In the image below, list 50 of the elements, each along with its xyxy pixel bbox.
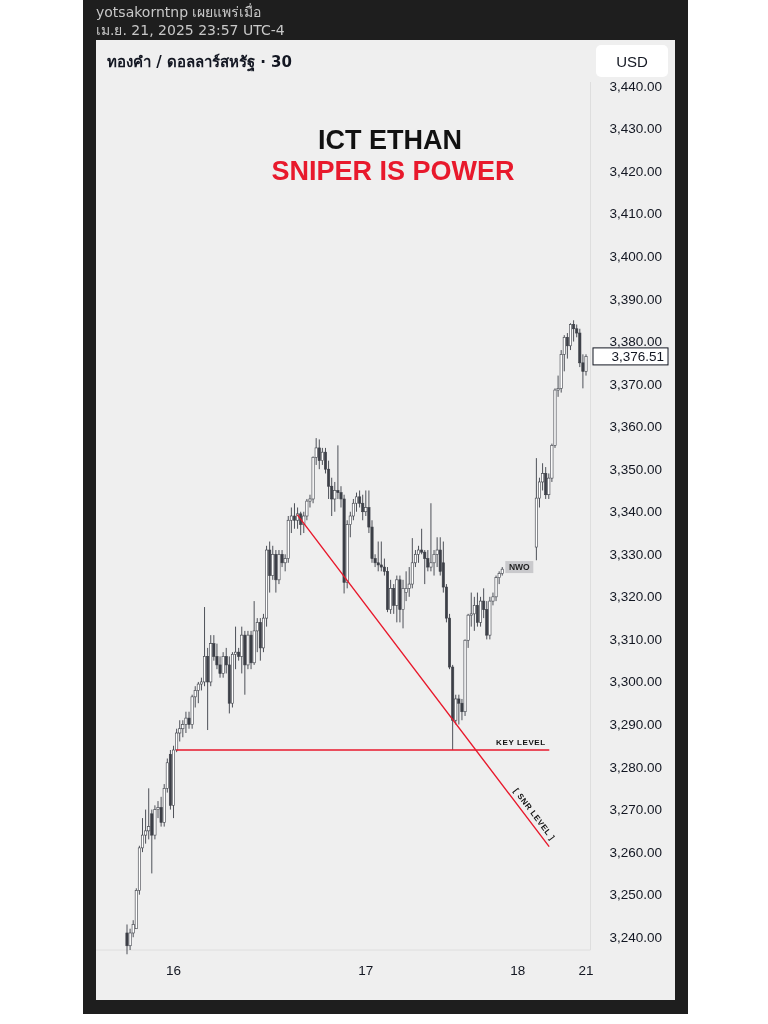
y-tick-label: 3,260.00	[609, 844, 662, 860]
candlestick	[472, 596, 476, 632]
y-tick-label: 3,330.00	[609, 546, 662, 562]
y-tick-label: 3,410.00	[609, 206, 662, 222]
annotation: NWO	[508, 562, 531, 573]
series-label: KEY LEVEL	[496, 738, 546, 748]
candlestick	[271, 545, 275, 581]
y-tick-label: 3,300.00	[609, 674, 662, 690]
y-tick-label: 3,440.00	[609, 78, 662, 94]
candlestick	[392, 583, 396, 615]
y-tick-label: 3,280.00	[609, 759, 662, 775]
candlestick	[429, 502, 433, 572]
y-tick-label: 3,250.00	[609, 887, 662, 903]
y-axis-title: USD	[616, 52, 648, 70]
y-tick-label: 3,380.00	[609, 334, 662, 350]
y-tick-label: 3,400.00	[609, 248, 662, 264]
y-tick-label: 3,270.00	[609, 802, 662, 818]
text: 3,376.51	[611, 348, 664, 364]
candlestick	[196, 681, 200, 704]
candlestick	[221, 651, 225, 679]
candlestick	[147, 787, 151, 840]
text: yotsakorntnp เผยแพร่เมื่อ	[96, 3, 262, 20]
candlestick	[361, 494, 365, 521]
x-tick-label: 18	[510, 962, 526, 978]
x-tick-label: 17	[358, 962, 374, 978]
y-tick-label: 3,350.00	[609, 461, 662, 477]
x-tick-label: 16	[166, 962, 182, 978]
y-tick-label: 3,430.00	[609, 121, 662, 137]
x-tick-label: 21	[578, 962, 594, 978]
text: ICT ETHAN	[318, 125, 462, 155]
candlestick	[376, 541, 380, 572]
candlestick	[457, 694, 461, 725]
candlestick	[476, 592, 479, 628]
y-tick-label: 3,370.00	[609, 376, 662, 392]
y-tick-label: 3,360.00	[609, 419, 662, 435]
y-tick-label: 3,390.00	[609, 291, 662, 307]
candlestick	[184, 711, 188, 734]
text: SNIPER IS POWER	[271, 156, 515, 186]
y-tick-label: 3,290.00	[609, 716, 662, 732]
y-tick-label: 3,340.00	[609, 504, 662, 520]
y-tick-label: 3,420.00	[609, 163, 662, 179]
text: เม.ย. 21, 2025 23:57 UTC-4	[96, 22, 285, 38]
y-tick-label: 3,240.00	[609, 929, 662, 945]
text: ทองคำ / ดอลลาร์สหรัฐ · 30	[107, 53, 292, 72]
candlestick	[494, 575, 498, 602]
candlestick	[125, 924, 129, 955]
candlestick	[544, 466, 548, 500]
candlestick	[379, 541, 383, 572]
y-tick-label: 3,310.00	[609, 631, 662, 647]
y-tick-label: 3,320.00	[609, 589, 662, 605]
